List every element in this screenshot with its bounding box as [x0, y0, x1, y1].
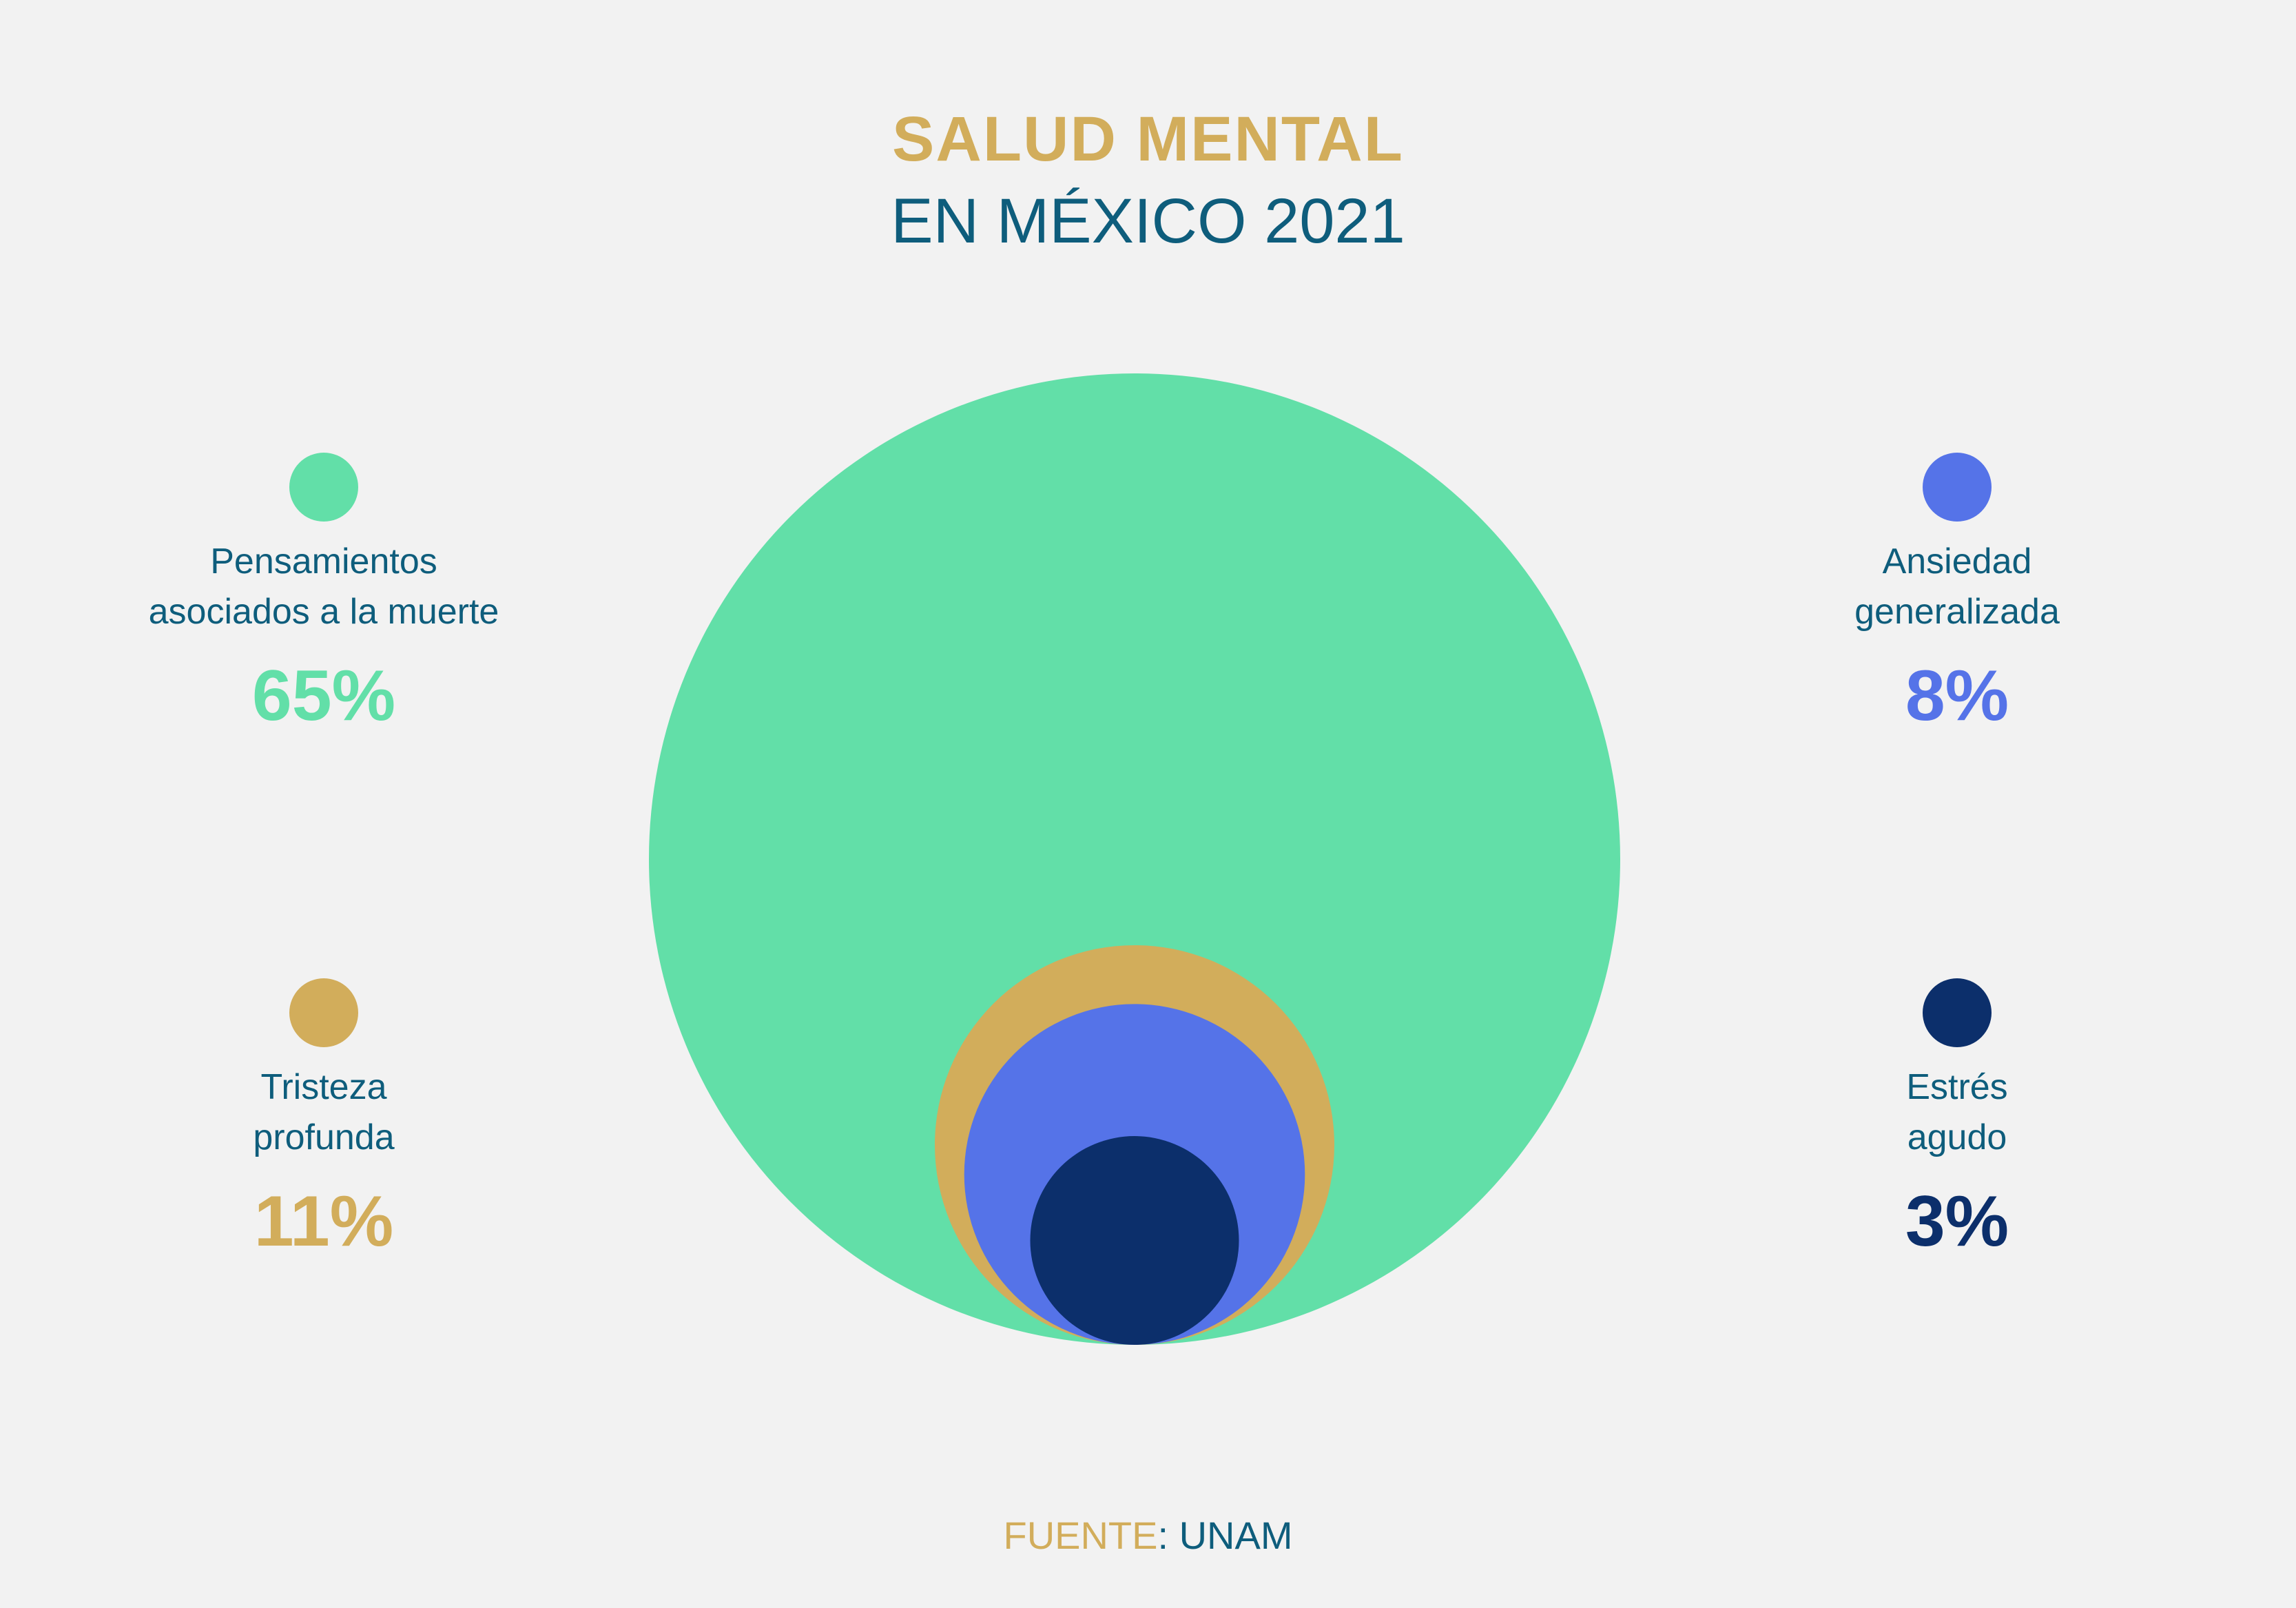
- source-key: FUENTE: [1003, 1514, 1158, 1557]
- legend-value-tristeza: 11%: [254, 1182, 394, 1261]
- source-separator: :: [1157, 1514, 1179, 1557]
- legend-dot-tristeza: [289, 978, 358, 1047]
- source-note: FUENTE: UNAM: [0, 1513, 2296, 1558]
- legend-value-pensamientos: 65%: [251, 656, 396, 736]
- legend-item-pensamientos: Pensamientos asociados a la muerte 65%: [69, 453, 579, 741]
- source-value: UNAM: [1179, 1514, 1293, 1557]
- legend-label-estres: Estrés agudo: [1906, 1067, 2008, 1157]
- legend-label-ansiedad: Ansiedad generalizada: [1854, 542, 2060, 632]
- chart-title: SALUD MENTAL EN MÉXICO 2021: [0, 103, 2296, 258]
- legend-dot-estres: [1923, 978, 1992, 1047]
- legend-item-estres: Estrés agudo 3%: [1702, 978, 2212, 1266]
- bubble-estres: [1030, 1136, 1239, 1346]
- legend-value-estres: 3%: [1905, 1182, 2009, 1261]
- bubble-pensamientos: [649, 373, 1620, 1345]
- legend-value-ansiedad: 8%: [1905, 656, 2009, 736]
- title-subtitle: EN MÉXICO 2021: [891, 186, 1405, 256]
- legend-label-tristeza: Tristeza profunda: [253, 1067, 395, 1157]
- legend-label-pensamientos: Pensamientos asociados a la muerte: [148, 542, 499, 632]
- legend-dot-pensamientos: [289, 453, 358, 522]
- legend-item-tristeza: Tristeza profunda 11%: [69, 978, 579, 1266]
- legend-item-ansiedad: Ansiedad generalizada 8%: [1702, 453, 2212, 741]
- title-main: SALUD MENTAL: [892, 104, 1404, 174]
- legend-dot-ansiedad: [1923, 453, 1992, 522]
